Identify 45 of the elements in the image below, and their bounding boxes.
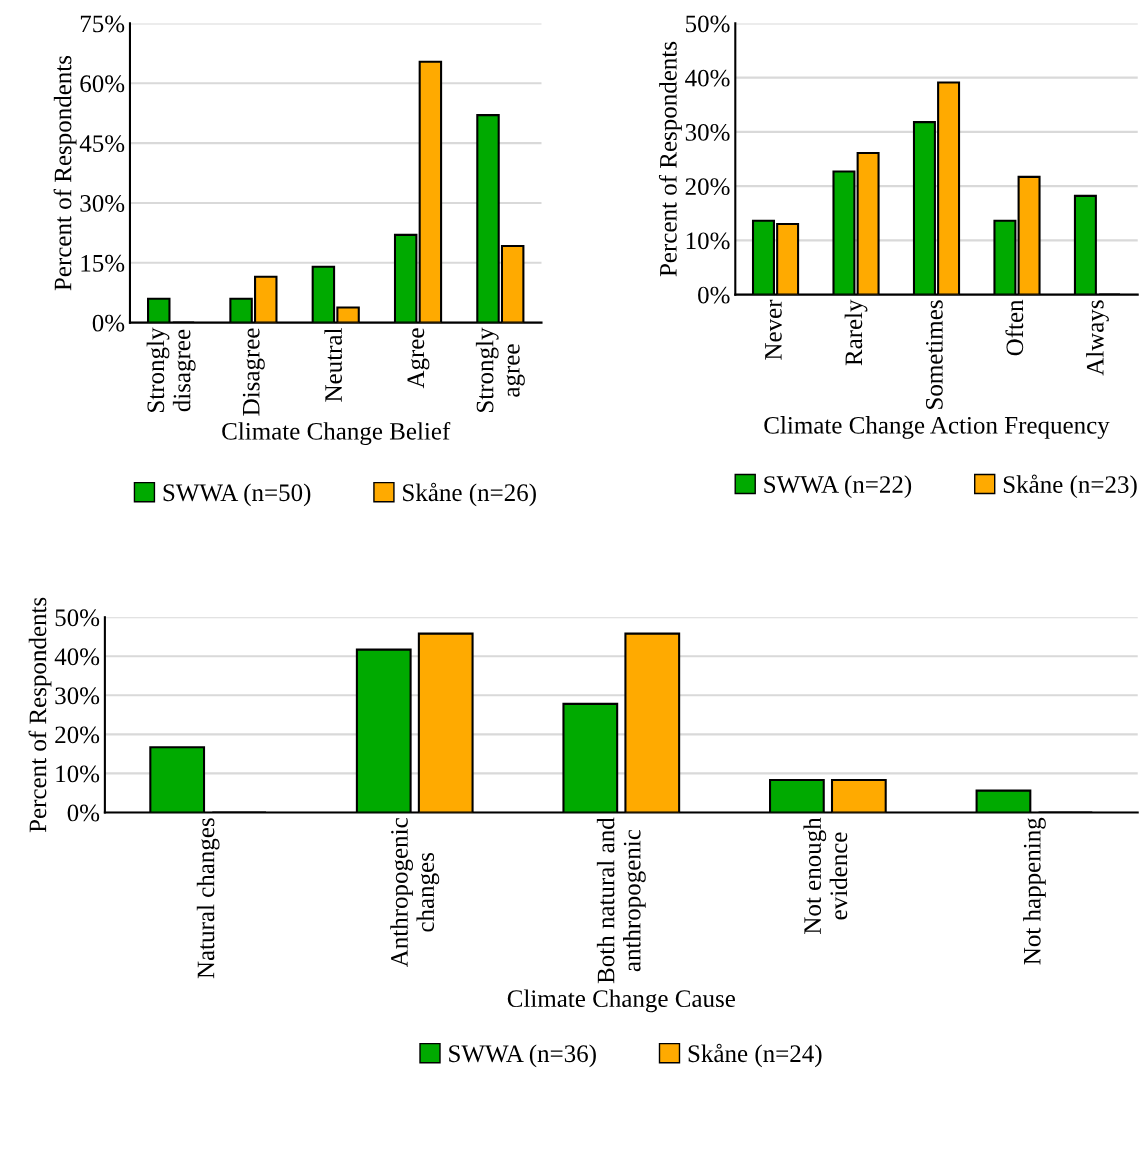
y-axis-title: Percent of Respondents (28, 597, 52, 833)
x-tick-label: Neutral (324, 328, 342, 402)
x-axis-title: Climate Change Belief (222, 421, 451, 445)
legend-label: SWWA (n=22) (764, 475, 912, 499)
x-axis-title: Climate Change Cause (507, 989, 735, 1013)
y-tick-label: 30% (55, 687, 100, 705)
x-tick-label: Always (1086, 300, 1109, 376)
y-tick-label: 45% (79, 135, 125, 153)
y-tick-label: 10% (686, 232, 730, 250)
y-tick-label: 75% (80, 15, 125, 33)
legend-label: Skåne (n=26) (403, 482, 536, 507)
x-tick-label: Often (1005, 299, 1024, 356)
x-tick-label: Strongly disagree (146, 327, 196, 412)
y-tick-label: 40% (685, 69, 730, 87)
x-tick-label: Not happening (1023, 817, 1046, 965)
y-tick-label: 10% (56, 765, 100, 783)
x-tick-label: Agree (407, 328, 430, 389)
y-tick-label: 0% (698, 286, 730, 304)
legend-label: Skåne (n=24) (688, 1043, 822, 1068)
x-tick-label: Not enough evidence (803, 817, 848, 934)
legend-label: Skåne (n=23) (1003, 474, 1137, 499)
y-tick-label: 0% (92, 314, 125, 332)
x-tick-label: Natural changes (196, 818, 220, 979)
y-tick-label: 20% (685, 178, 730, 196)
x-tick-label: Disagree (242, 328, 265, 416)
legend-label: SWWA (n=50) (163, 483, 311, 507)
y-axis-title: Percent of Respondents (658, 41, 682, 277)
x-tick-label: Rarely (844, 299, 868, 366)
y-tick-label: 50% (686, 15, 730, 33)
y-tick-label: 30% (685, 123, 730, 141)
x-tick-label: Never (765, 299, 782, 360)
x-tick-label: Sometimes (925, 300, 943, 409)
y-axis-title: Percent of Respondents (53, 55, 77, 291)
x-tick-label: Strongly agree (475, 327, 525, 412)
x-tick-label: Anthropogenic changes (390, 818, 440, 968)
y-tick-label: 15% (81, 254, 125, 272)
y-tick-label: 0% (67, 804, 100, 822)
y-tick-label: 20% (55, 726, 100, 744)
y-tick-label: 30% (80, 194, 125, 212)
legend-label: SWWA (n=36) (449, 1044, 596, 1068)
x-axis-title: Climate Change Action Frequency (764, 416, 1110, 439)
y-tick-label: 60% (80, 75, 125, 93)
y-tick-label: 40% (54, 648, 100, 666)
x-tick-label: Both natural and anthropogenic (596, 817, 646, 984)
y-tick-label: 50% (55, 609, 100, 627)
